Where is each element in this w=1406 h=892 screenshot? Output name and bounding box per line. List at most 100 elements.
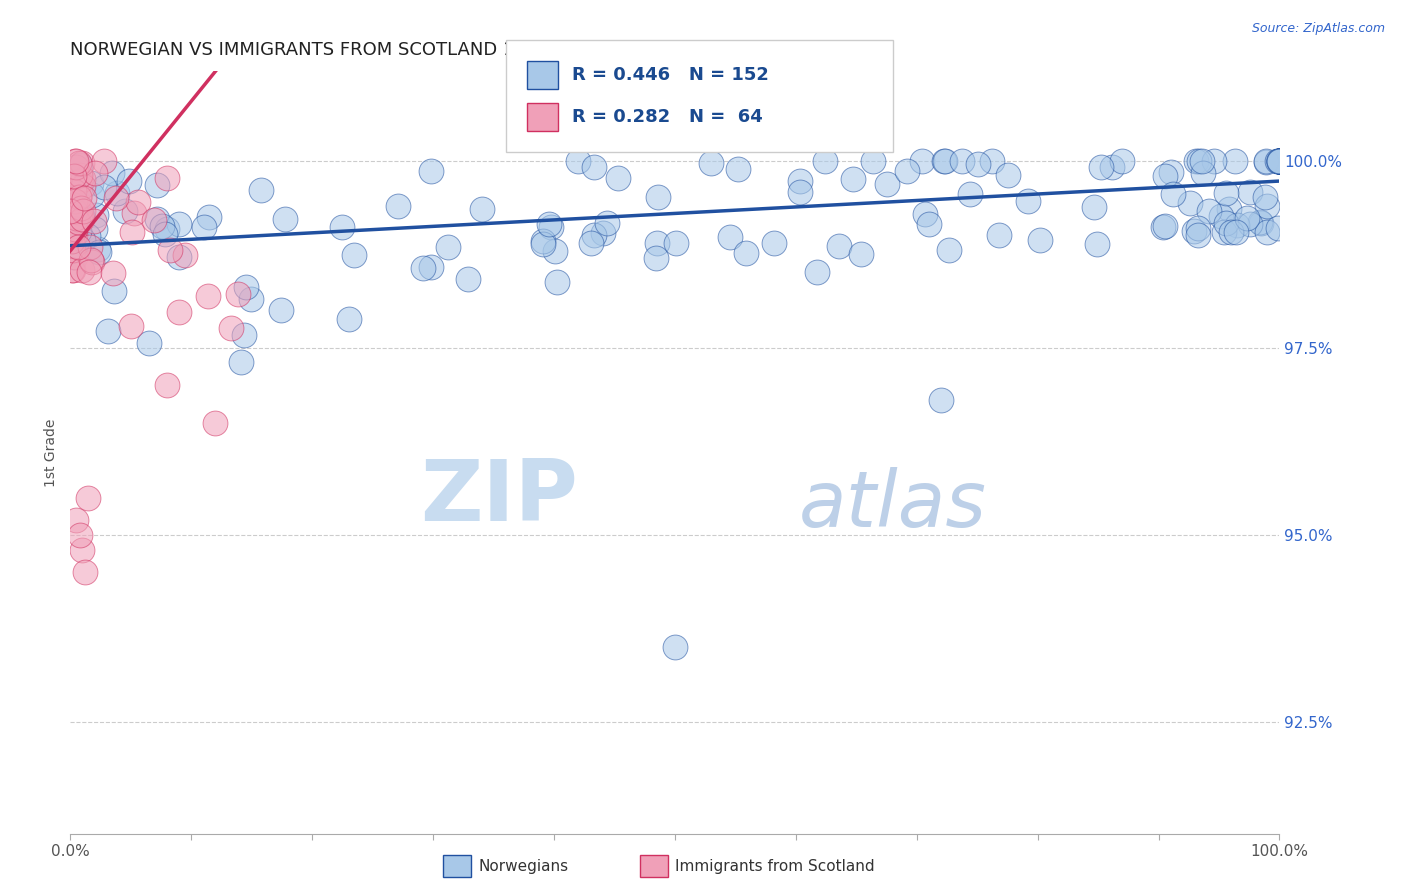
Point (127, 194, 149, 209)
Point (63, 222, 86, 236)
Point (83, 214, 105, 228)
Point (67, 190, 90, 204)
Point (204, 416, 226, 430)
Point (65, 513, 87, 527)
Point (174, 248, 197, 262)
Point (544, 244, 567, 259)
Point (114, 203, 136, 218)
Point (89, 244, 111, 259)
Text: ZIP: ZIP (420, 456, 578, 539)
Point (1253, 190, 1275, 204)
Point (934, 154, 956, 169)
Point (219, 321, 242, 335)
Point (664, 640, 686, 654)
Point (471, 202, 494, 217)
Point (70, 209, 93, 223)
Point (1256, 225, 1278, 239)
Point (1160, 165, 1182, 179)
Point (72, 190, 94, 204)
Point (103, 284, 125, 298)
Point (77, 265, 100, 279)
Point (1250, 216, 1272, 230)
Point (59, 204, 82, 219)
Point (72, 204, 94, 219)
Point (270, 302, 292, 317)
Point (63, 251, 86, 265)
Point (1239, 186, 1261, 200)
Point (105, 186, 128, 201)
Point (82, 187, 104, 202)
Point (235, 280, 257, 294)
Point (1267, 154, 1289, 169)
Point (343, 248, 366, 262)
Point (72, 233, 94, 247)
Point (167, 304, 190, 318)
Point (62, 262, 84, 277)
Point (70, 213, 93, 227)
Point (1152, 220, 1174, 235)
Point (876, 177, 898, 191)
Point (1083, 200, 1105, 214)
Point (537, 218, 560, 232)
Point (567, 154, 589, 169)
Point (70, 263, 93, 277)
Point (70, 212, 93, 227)
Point (806, 265, 828, 279)
Point (153, 227, 176, 242)
Point (93, 180, 115, 194)
Point (1268, 154, 1291, 169)
Point (1268, 154, 1291, 169)
Point (1249, 215, 1271, 229)
Text: Norwegians: Norwegians (478, 859, 568, 873)
Point (700, 155, 723, 169)
Point (84, 208, 107, 222)
Point (62, 221, 84, 235)
Point (918, 218, 941, 232)
Point (1268, 154, 1291, 169)
Point (1085, 236, 1108, 251)
Point (169, 250, 191, 264)
Point (735, 246, 758, 260)
Point (167, 217, 190, 231)
Point (437, 240, 460, 254)
Point (80, 254, 103, 268)
Point (1029, 233, 1052, 247)
Point (387, 199, 409, 213)
Point (789, 185, 811, 199)
Point (1225, 225, 1247, 239)
Point (65, 211, 87, 226)
Point (582, 228, 605, 243)
Point (87, 242, 110, 256)
Point (582, 160, 605, 174)
Point (1185, 154, 1208, 169)
Point (69, 201, 91, 215)
Point (540, 220, 562, 235)
Point (1215, 186, 1237, 200)
Point (121, 225, 143, 239)
Point (849, 247, 872, 261)
Point (80, 253, 103, 268)
Point (337, 312, 360, 326)
Point (65, 204, 87, 219)
Point (100, 166, 122, 180)
Point (1268, 154, 1291, 169)
Point (66, 215, 89, 229)
Point (60, 234, 83, 248)
Point (762, 235, 785, 250)
Point (1236, 211, 1258, 226)
Text: Immigrants from Scotland: Immigrants from Scotland (675, 859, 875, 873)
Point (65, 194, 87, 208)
Point (84, 222, 107, 236)
Point (80, 177, 103, 191)
Point (63, 224, 86, 238)
Point (250, 183, 273, 197)
Point (63, 169, 86, 183)
Point (72, 542, 94, 557)
Point (1226, 218, 1249, 232)
Point (929, 393, 952, 408)
Point (789, 173, 811, 187)
Point (592, 227, 614, 241)
Point (65, 154, 87, 169)
Point (156, 378, 179, 392)
Point (233, 327, 256, 342)
